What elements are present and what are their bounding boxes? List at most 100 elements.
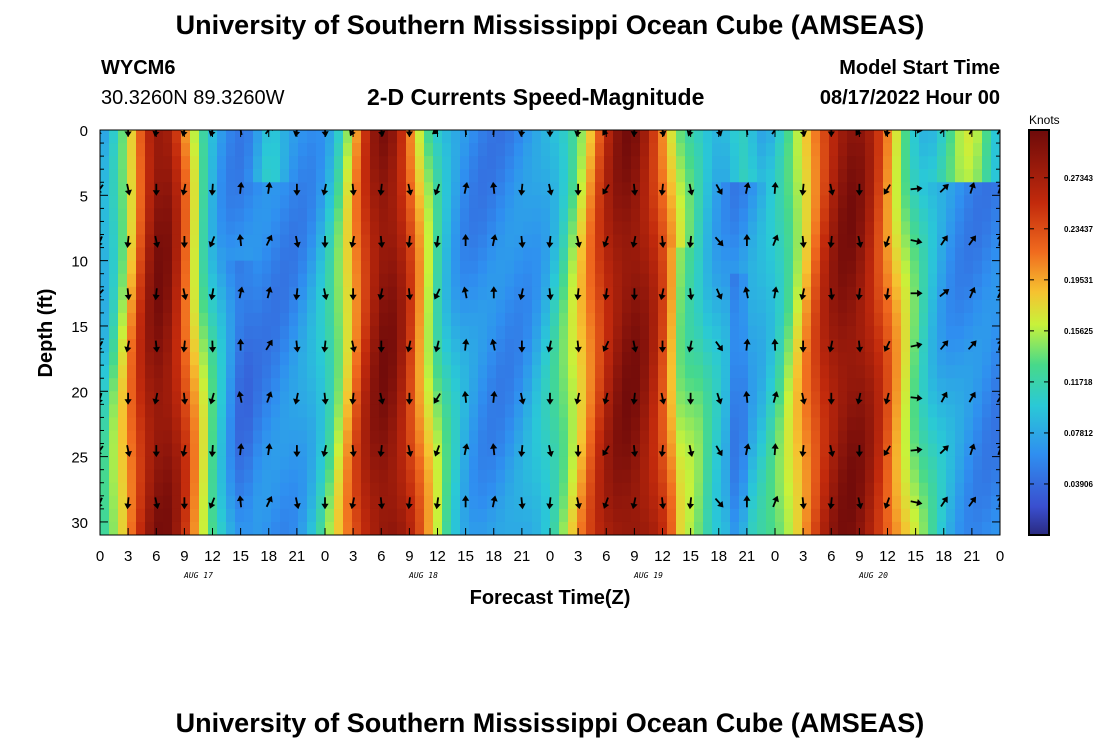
heatmap-cell <box>928 456 938 471</box>
heatmap-cell <box>442 143 452 157</box>
heatmap-cell <box>460 273 470 288</box>
heatmap-cell <box>415 417 425 432</box>
heatmap-cell <box>667 352 677 366</box>
heatmap-cell <box>424 273 434 288</box>
heatmap-cell <box>487 508 497 523</box>
heatmap-cell <box>397 299 407 314</box>
heatmap-cell <box>370 352 380 366</box>
current-vector-arrow <box>969 286 976 299</box>
heatmap-cell <box>325 404 335 419</box>
heatmap-cell <box>982 286 992 301</box>
heatmap-cell <box>253 208 263 223</box>
heatmap-cell <box>757 508 767 523</box>
heatmap-cell <box>559 430 569 445</box>
heatmap-cell <box>415 286 425 301</box>
heatmap-cell <box>811 195 821 209</box>
heatmap-cell <box>739 130 749 144</box>
heatmap-cell <box>100 273 110 288</box>
heatmap-cell <box>253 521 263 535</box>
heatmap-cell <box>334 260 344 275</box>
heatmap-cell <box>766 443 776 458</box>
heatmap-cell <box>568 286 578 301</box>
heatmap-cell <box>424 169 434 183</box>
heatmap-cell <box>793 482 803 497</box>
heatmap-cell <box>352 260 362 275</box>
heatmap-cell <box>739 404 749 419</box>
heatmap-cell <box>586 391 596 405</box>
heatmap-cell <box>964 247 974 262</box>
heatmap-cell <box>685 260 695 275</box>
heatmap-cell <box>478 339 488 353</box>
heatmap-cell <box>397 156 407 170</box>
heatmap-cell <box>595 325 605 340</box>
heatmap-cell <box>676 312 686 327</box>
heatmap-cell <box>469 430 479 445</box>
heatmap-cell <box>928 352 938 366</box>
heatmap-cell <box>523 169 533 183</box>
heatmap-cell <box>802 195 812 209</box>
heatmap-cell <box>730 273 740 288</box>
heatmap-cell <box>802 495 812 510</box>
heatmap-cell <box>982 130 992 144</box>
heatmap-cell <box>325 195 335 209</box>
heatmap-cell <box>172 156 182 170</box>
heatmap-cell <box>523 208 533 223</box>
heatmap-cell <box>127 169 137 183</box>
heatmap-cell <box>451 273 461 288</box>
heatmap-cell <box>379 312 389 327</box>
heatmap-cell <box>163 508 173 523</box>
heatmap-cell <box>658 195 668 209</box>
heatmap-cell <box>271 156 281 170</box>
heatmap-cell <box>631 221 641 236</box>
heatmap-cell <box>955 378 965 392</box>
heatmap-cell <box>973 352 983 366</box>
heatmap-cell <box>100 378 110 392</box>
heatmap-cell <box>919 365 929 379</box>
heatmap-cell <box>973 312 983 327</box>
heatmap-cell <box>487 273 497 288</box>
heatmap-cell <box>901 221 911 236</box>
heatmap-cell <box>316 260 326 275</box>
current-vector-arrow <box>546 183 554 196</box>
heatmap-cell <box>991 365 1000 379</box>
heatmap-cell <box>370 169 380 183</box>
heatmap-cell <box>325 156 335 170</box>
heatmap-cell <box>523 260 533 275</box>
heatmap-cell <box>217 169 227 183</box>
heatmap-cell <box>163 417 173 432</box>
heatmap-cell <box>820 182 830 196</box>
heatmap-cell <box>784 430 794 445</box>
heatmap-cell <box>262 495 272 510</box>
heatmap-cell <box>415 143 425 157</box>
heatmap-cell <box>694 260 704 275</box>
heatmap-cell <box>154 378 164 392</box>
heatmap-cell <box>199 508 209 523</box>
heatmap-cell <box>163 208 173 223</box>
heatmap-cell <box>784 508 794 523</box>
heatmap-cell <box>352 130 362 144</box>
heatmap-cell <box>694 352 704 366</box>
heatmap-cell <box>694 430 704 445</box>
heatmap-cell <box>271 273 281 288</box>
heatmap-cell <box>649 169 659 183</box>
heatmap-cell <box>658 482 668 497</box>
heatmap-cell <box>541 221 551 236</box>
heatmap-cell <box>604 495 614 510</box>
heatmap-cell <box>928 469 938 484</box>
heatmap-cell <box>361 521 371 535</box>
heatmap-cell <box>586 325 596 340</box>
heatmap-cell <box>694 404 704 419</box>
x-tick-label: 0 <box>771 548 779 565</box>
heatmap-cell <box>847 260 857 275</box>
heatmap-cell <box>649 391 659 405</box>
heatmap-cell <box>235 404 245 419</box>
heatmap-cell <box>721 495 731 510</box>
heatmap-cell <box>244 495 254 510</box>
heatmap-cell <box>793 443 803 458</box>
heatmap-cell <box>568 273 578 288</box>
heatmap-cell <box>496 260 506 275</box>
heatmap-cell <box>937 234 947 249</box>
heatmap-cell <box>766 208 776 223</box>
heatmap-cell <box>172 430 182 445</box>
heatmap-cell <box>163 130 173 144</box>
